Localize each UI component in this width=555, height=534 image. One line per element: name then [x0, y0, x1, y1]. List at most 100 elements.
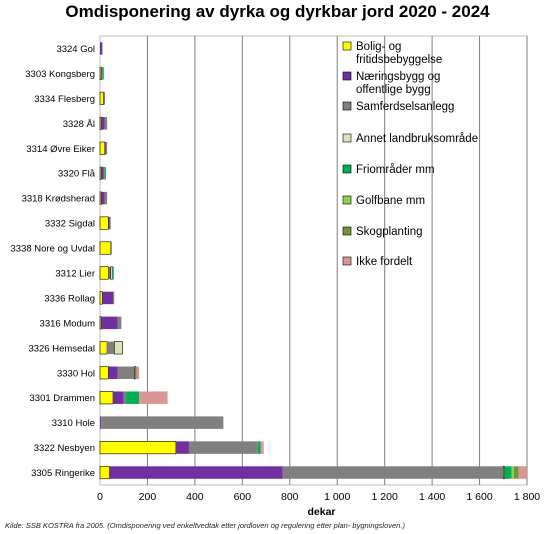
bar-segment — [99, 66, 102, 80]
bar-segment — [100, 42, 103, 55]
bar-segment — [99, 366, 109, 380]
legend-label: Friområder mm — [356, 164, 435, 176]
bar-segment — [257, 441, 261, 454]
legend-swatch — [342, 41, 352, 51]
bar-segment — [109, 466, 283, 479]
y-tick-label: 3324 Gol — [56, 44, 95, 55]
bar-segment — [502, 465, 505, 480]
y-tick-label: 3301 Drammen — [30, 393, 95, 404]
legend-swatch — [342, 226, 352, 236]
bar-segment — [110, 266, 113, 280]
bar-segment — [99, 266, 109, 280]
bar-segment — [260, 441, 262, 454]
y-tick-label: 3338 Nore og Uvdal — [11, 244, 96, 255]
bar-segment — [513, 466, 519, 479]
legend-label: Golfbane mm — [356, 195, 425, 207]
bar-segment — [104, 166, 106, 180]
y-tick-label: 3314 Øvre Eiker — [26, 144, 95, 155]
y-tick-label: 3316 Modum — [40, 318, 96, 329]
bar-segment — [109, 216, 111, 230]
bar-segment — [100, 416, 102, 429]
bar-segment — [110, 241, 112, 255]
x-tick-label: 600 — [234, 491, 252, 503]
x-tick-label: 800 — [281, 491, 299, 503]
legend-swatch — [342, 256, 352, 266]
y-tick-label: 3332 Sigdal — [45, 219, 95, 230]
bar-segment — [105, 142, 108, 155]
bar-segment — [99, 191, 102, 205]
bar-segment — [108, 266, 111, 280]
y-tick-label: 3305 Ringerike — [31, 468, 95, 479]
source-note: Kilde: SSB KOSTRA fra 2005. (Omdisponeri… — [5, 521, 405, 530]
x-tick-label: 1 200 — [372, 491, 398, 503]
bar-segment — [99, 441, 177, 455]
x-tick-label: 1 000 — [324, 491, 350, 503]
legend-label: Ikke fordelt — [356, 256, 413, 268]
legend-label: Bolig- og fritidsbebyggelse — [356, 41, 442, 66]
y-tick-label: 3320 Flå — [58, 169, 96, 180]
bar-segment — [135, 366, 137, 379]
bar-segment — [518, 466, 527, 479]
legend-swatch — [342, 101, 352, 111]
legend-label: Skogplanting — [356, 226, 423, 238]
y-tick-label: 3318 Krødsherad — [22, 194, 95, 205]
y-tick-label: 3336 Rollag — [44, 293, 95, 304]
y-tick-label: 3303 Kongsberg — [25, 69, 95, 80]
bar-segment — [99, 91, 104, 105]
bar-segment — [102, 67, 104, 80]
bar-segment — [113, 391, 124, 404]
bar-segment — [101, 166, 104, 180]
bar-segment — [108, 366, 118, 379]
x-tick-label: 1 800 — [514, 491, 540, 503]
bar-segment — [99, 341, 108, 355]
bar-segment — [101, 67, 102, 80]
bar-segment — [261, 441, 264, 454]
bar-segment — [101, 117, 105, 130]
legend-label: Samferdselsanlegg — [356, 101, 454, 113]
bar-segment — [175, 441, 189, 454]
bar-segment — [99, 465, 110, 480]
legend-swatch — [342, 71, 352, 81]
x-tick-label: 400 — [186, 491, 204, 503]
bar-segment — [113, 291, 115, 305]
bar-segment — [107, 341, 115, 355]
bar-segment — [99, 166, 102, 180]
bar-segment — [108, 216, 110, 230]
bar-segment — [282, 466, 504, 479]
bar-segment — [99, 291, 103, 305]
legend-label: Næringsbygg og offentlige bygg — [356, 71, 440, 96]
bar-segment — [102, 291, 114, 305]
bar-segment — [101, 191, 105, 205]
bar-segment — [104, 142, 106, 155]
bar-segment — [504, 466, 512, 479]
x-axis-label: dekar — [307, 506, 335, 518]
bar-segment — [99, 116, 102, 130]
bar-segment — [117, 366, 135, 379]
chart-title: Omdisponering av dyrka og dyrkbar jord 2… — [65, 2, 490, 21]
bar-segment — [104, 191, 108, 205]
bar-segment — [99, 141, 106, 155]
bar-segment — [134, 366, 136, 380]
bar-segment — [99, 316, 102, 330]
y-tick-label: 3330 Hol — [57, 368, 95, 379]
bar-segment — [101, 316, 118, 330]
legend-swatch — [342, 195, 352, 205]
bar-segment — [103, 166, 105, 180]
bar-segment — [123, 391, 127, 404]
bar-segment — [117, 316, 122, 330]
bar-segment — [113, 341, 123, 355]
bar-segment — [126, 391, 140, 404]
y-tick-label: 3310 Hole — [52, 418, 95, 429]
legend-label: Annet landbruksområde — [356, 133, 478, 145]
y-tick-label: 3312 Lier — [55, 268, 95, 279]
bar-segment — [101, 416, 224, 429]
bar-segment — [99, 391, 114, 405]
bar-segment — [101, 67, 103, 80]
x-tick-label: 1 600 — [466, 491, 492, 503]
y-tick-label: 3322 Nesbyen — [34, 443, 95, 454]
x-tick-label: 1 400 — [419, 491, 445, 503]
y-tick-label: 3328 Ål — [63, 119, 95, 130]
legend-swatch — [342, 164, 352, 174]
